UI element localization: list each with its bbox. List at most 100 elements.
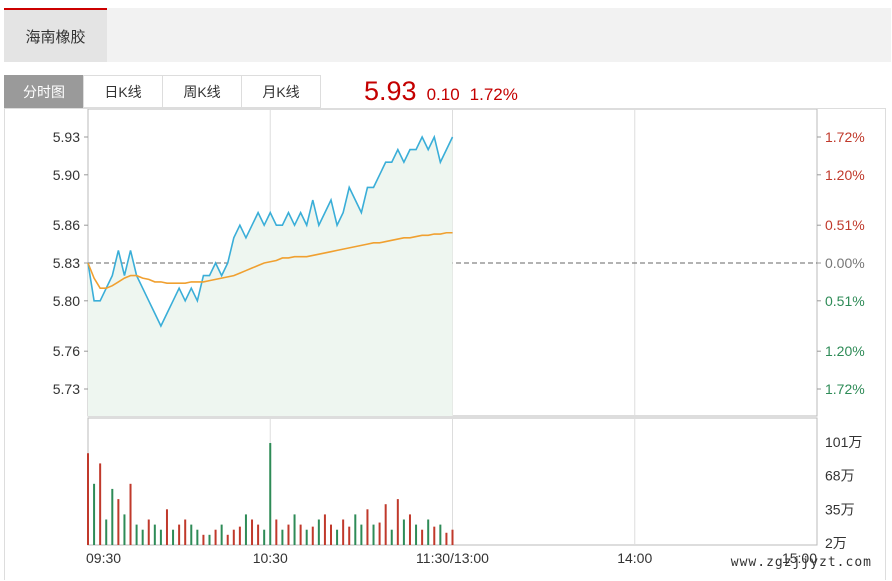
watermark: www.zgzjjyzt.com [730,555,872,570]
volume-bar [105,519,108,545]
volume-bar [396,499,399,545]
volume-bar [445,532,448,545]
volume-bar [269,443,272,545]
volume-bar [342,519,345,545]
price-tick-label: 5.80 [53,293,80,309]
stock-header-bar [4,8,891,62]
volume-bar [99,463,102,545]
volume-bar [378,522,381,545]
volume-bar [402,519,405,545]
volume-bar [275,519,278,545]
pct-tick-label: 0.51% [825,293,865,309]
volume-tick-label: 101万 [825,434,862,450]
volume-bar [372,524,375,545]
volume-bar [354,514,357,545]
volume-bar [421,529,424,545]
time-tick-label: 15:00 [782,550,817,566]
time-tick-label: 10:30 [253,550,288,566]
volume-bar [451,529,454,545]
volume-bar [263,529,266,545]
price-tick-label: 5.83 [53,255,80,271]
volume-bar [311,526,314,545]
volume-bar [226,534,229,545]
volume-bar [287,524,290,545]
volume-bar [135,524,138,545]
volume-bar [159,529,162,545]
volume-bar [141,529,144,545]
tab-weekly-k[interactable]: 周K线 [162,75,242,108]
volume-bar [305,529,308,545]
pct-tick-label: 1.72% [825,381,865,397]
volume-bar [257,524,260,545]
volume-bar [336,529,339,545]
pct-tick-label: 1.20% [825,167,865,183]
volume-bar [360,524,363,545]
time-tick-label: 11:30/13:00 [416,550,489,566]
volume-tick-label: 2万 [825,535,847,551]
tab-daily-k[interactable]: 日K线 [83,75,163,108]
last-price: 5.93 [364,76,417,106]
volume-bar [123,514,126,545]
volume-bar [433,526,436,545]
tab-intraday[interactable]: 分时图 [4,75,84,108]
volume-bar [238,526,241,545]
volume-bar [384,504,387,545]
price-tick-label: 5.93 [53,129,80,145]
time-tick-label: 14:00 [617,550,652,566]
volume-bar [153,524,156,545]
price-area-fill [88,137,453,416]
volume-bar [87,453,89,545]
intraday-chart-frame: 5.93 5.90 5.86 5.83 5.80 5.76 5.73 1.72% 1.20% 0.… [4,108,886,580]
volume-bar [129,483,132,545]
volume-bar [220,524,223,545]
intraday-chart[interactable]: 5.93 5.90 5.86 5.83 5.80 5.76 5.73 1.72% 1.20% 0.… [5,109,885,581]
time-tick-label: 09:30 [86,550,121,566]
quote-summary: 5.93 0.10 1.72% [364,76,518,108]
volume-bar [202,534,205,545]
volume-bar [244,514,247,545]
volume-tick-label: 35万 [825,501,855,517]
volume-tick-label: 68万 [825,468,855,484]
volume-bar [165,509,168,545]
volume-bar [251,519,254,545]
pct-tick-label: 1.20% [825,343,865,359]
volume-bar [408,514,411,545]
pct-tick-label: 1.72% [825,129,865,145]
volume-bar [208,534,211,545]
volume-bar [427,519,430,545]
price-tick-label: 5.76 [53,343,80,359]
stock-name-tab[interactable]: 海南橡胶 [4,8,107,62]
volume-bar [214,529,217,545]
volume-bar [196,529,199,545]
chart-type-tabs: 分时图 日K线 周K线 月K线 [4,75,321,108]
price-change: 0.10 [426,85,460,104]
volume-bar [178,524,181,545]
volume-bar [172,529,175,545]
volume-bar [330,524,332,545]
volume-bar [147,519,150,545]
volume-bar [299,524,302,545]
tab-monthly-k[interactable]: 月K线 [241,75,321,108]
volume-bar [439,524,442,545]
volume-bar [184,519,187,545]
volume-bar [348,526,351,545]
volume-bar [293,514,296,545]
price-change-percent: 1.72% [469,85,518,104]
volume-bar [366,509,369,545]
volume-bar [232,529,235,545]
price-line [87,134,454,328]
price-tick-label: 5.73 [53,381,80,397]
average-price-line [87,231,453,289]
volume-bar [281,529,284,545]
pct-tick-label: 0.51% [825,217,865,233]
volume-bar [415,524,418,545]
pct-tick-label: 0.00% [825,255,865,271]
volume-bar [111,488,114,545]
volume-bar [190,524,193,545]
volume-bar [117,499,120,545]
price-tick-label: 5.90 [53,167,80,183]
volume-bar [390,529,393,545]
price-tick-label: 5.86 [53,217,80,233]
volume-bar [323,514,326,545]
volume-bar [93,483,96,545]
